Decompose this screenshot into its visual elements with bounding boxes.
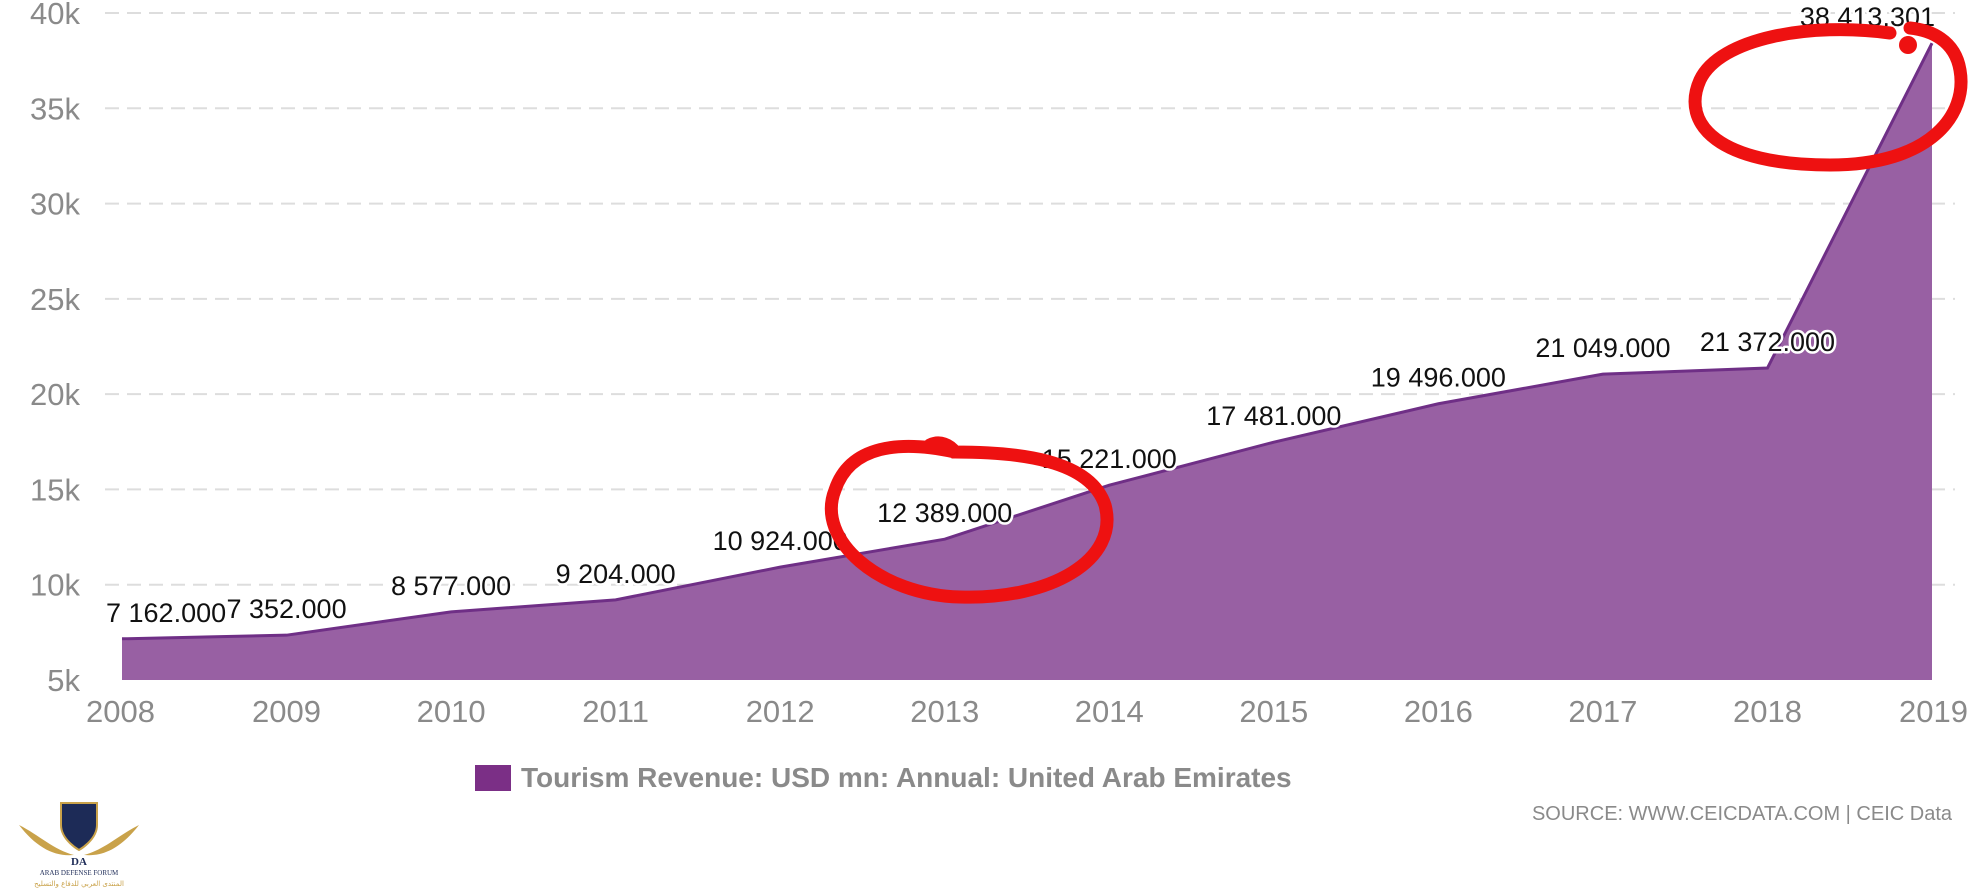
y-tick-label: 30k (30, 187, 80, 222)
data-label-2015: 17 481.000 (1206, 401, 1341, 431)
x-tick-label: 2010 (417, 694, 486, 729)
x-tick-label: 2011 (582, 694, 649, 729)
y-tick-label: 5k (47, 663, 80, 698)
data-label-2008: 7 162.000 (106, 598, 226, 628)
x-tick-label: 2019 (1899, 694, 1968, 729)
data-label-2016: 19 496.000 (1371, 363, 1506, 393)
y-tick-label: 35k (30, 91, 80, 126)
area-chart: 5k 10k 15k 20k 25k 30k 35k 40k 2008 2009 2010 2011… (30, 0, 1968, 729)
data-label-2010: 8 577.000 (391, 571, 511, 601)
annotation-dot-2019 (1899, 36, 1917, 54)
series-area (121, 42, 1934, 680)
x-tick-label: 2017 (1568, 694, 1637, 729)
x-tick-label: 2012 (746, 694, 815, 729)
grid-lines (105, 12, 1955, 586)
annotation-circle-2019 (1688, 21, 1968, 172)
data-label-2011: 9 204.000 (556, 559, 676, 589)
y-tick-label: 10k (30, 568, 80, 603)
series-area-fill (122, 43, 1932, 680)
data-labels: 7 162.000 7 352.000 8 577.000 9 204.000 10 9… (104, 0, 1938, 630)
y-tick-label: 40k (30, 0, 80, 31)
data-label-2018: 21 372.000 (1700, 327, 1835, 357)
x-tick-label: 2016 (1404, 694, 1473, 729)
legend: Tourism Revenue: USD mn: Annual: United … (475, 762, 1292, 794)
annotation-circle-2013 (824, 436, 1114, 604)
x-tick-label: 2015 (1239, 694, 1308, 729)
data-label-2009: 7 352.000 (226, 594, 346, 624)
data-label-2017: 21 049.000 (1535, 333, 1670, 363)
x-tick-label: 2013 (910, 694, 979, 729)
legend-swatch (475, 765, 511, 791)
x-tick-label: 2008 (86, 694, 155, 729)
y-tick-label: 25k (30, 282, 80, 317)
y-axis: 5k 10k 15k 20k 25k 30k 35k 40k (30, 0, 80, 698)
arab-defense-forum-logo: DA ARAB DEFENSE FORUM المنتدى العربي للد… (19, 802, 139, 888)
svg-text:ARAB DEFENSE FORUM: ARAB DEFENSE FORUM (40, 869, 119, 877)
series-line (121, 42, 1934, 641)
annotations (824, 21, 1968, 604)
data-label-2012: 10 924.000 (713, 526, 848, 556)
x-tick-label: 2018 (1733, 694, 1802, 729)
y-tick-label: 15k (30, 472, 80, 507)
legend-label: Tourism Revenue: USD mn: Annual: United … (521, 762, 1292, 793)
svg-text:المنتدى العربي للدفاع والتسليح: المنتدى العربي للدفاع والتسليح (34, 880, 124, 888)
source-text: SOURCE: WWW.CEICDATA.COM | CEIC Data (1531, 803, 1952, 825)
x-tick-label: 2014 (1075, 694, 1144, 729)
y-tick-label: 20k (30, 377, 80, 412)
svg-text:DA: DA (71, 856, 87, 868)
x-tick-label: 2009 (252, 694, 321, 729)
x-axis: 2008 2009 2010 2011 2012 2013 2014 2015 2016 2017… (86, 694, 1968, 729)
data-label-2013: 12 389.000 (877, 498, 1012, 528)
